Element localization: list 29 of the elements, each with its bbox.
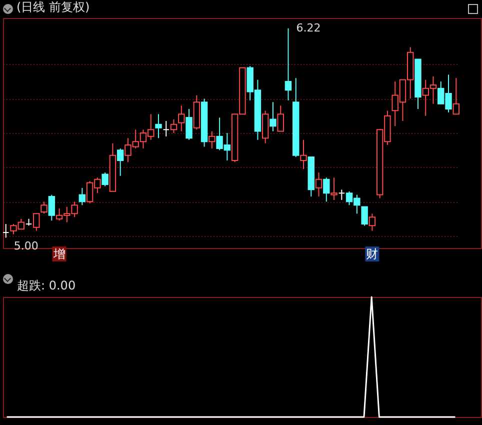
candlestick <box>2 223 10 238</box>
candlestick <box>277 105 284 132</box>
candlestick <box>270 102 276 132</box>
candlestick <box>33 213 40 232</box>
candlestick <box>162 120 170 137</box>
candlestick <box>102 172 108 187</box>
candlestick <box>40 201 48 214</box>
candlestick <box>208 130 216 149</box>
annotation: 财 <box>366 247 378 261</box>
candlestick <box>323 177 330 202</box>
candlestick <box>368 213 376 232</box>
candlestick <box>116 148 124 176</box>
candlestick <box>186 108 192 140</box>
chart-title: 超跌: 0.00 <box>17 278 76 292</box>
chart-title: (日线 前复权) <box>16 0 90 14</box>
candlestick <box>338 189 346 200</box>
candlestick <box>361 206 368 226</box>
candlestick <box>315 172 322 198</box>
candlestick <box>452 78 460 115</box>
candlestick <box>330 177 338 200</box>
candlestick <box>300 139 307 170</box>
annotation: 6.22 <box>296 21 321 34</box>
candlestick <box>155 114 162 139</box>
annotation: 增 <box>52 247 66 261</box>
candlestick <box>284 28 292 101</box>
candlestick <box>178 105 185 132</box>
candlestick <box>170 118 178 134</box>
candlestick <box>48 194 56 222</box>
candlestick <box>78 187 86 206</box>
